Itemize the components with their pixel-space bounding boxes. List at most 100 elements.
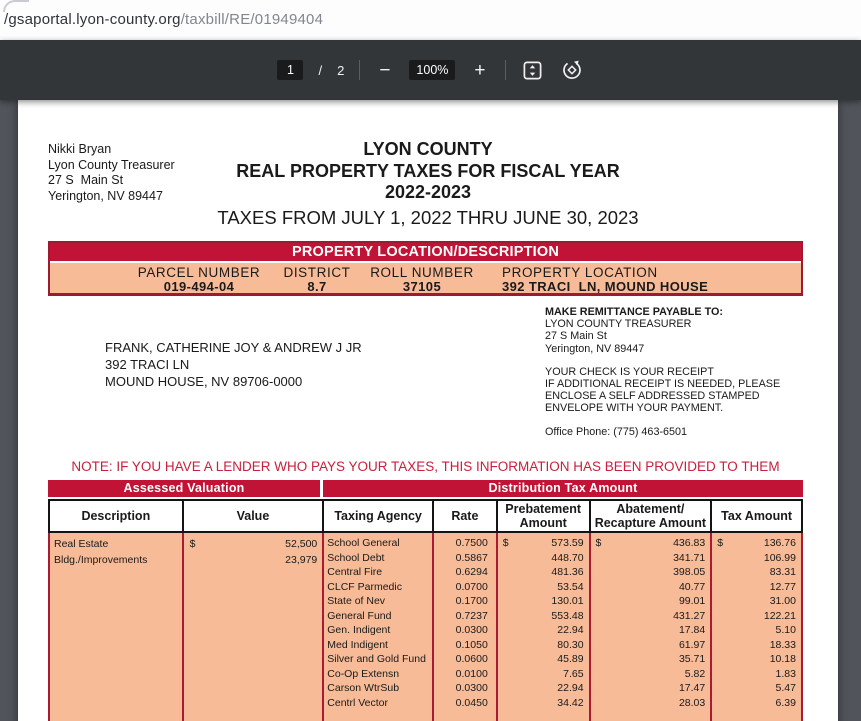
agency-name: Silver and Gold Fund [327, 653, 426, 665]
url-path: /taxbill/RE/01949404 [180, 11, 324, 28]
abatement-amount: 431.27 [673, 609, 706, 622]
value-column: $52,500 23,979 [183, 533, 325, 721]
tax-rate: 0.7500 [455, 537, 488, 549]
receipt-note-line: ENCLOSE A SELF ADDRESSED STAMPED [545, 390, 760, 403]
treasurer-address-block: Nikki Bryan Lyon County Treasurer 27 S M… [48, 142, 175, 204]
abatement-amount: 99.01 [678, 595, 706, 607]
receipt-note-line: IF ADDITIONAL RECEIPT IS NEEDED, PLEASE [545, 378, 781, 391]
page-number-input[interactable]: 1 [277, 60, 304, 80]
tax-amount: 5.10 [775, 624, 796, 636]
section-distribution-tax-amount: Distribution Tax Amount [323, 480, 803, 497]
treasurer-name: Nikki Bryan [48, 142, 112, 156]
owner-name: FRANK, CATHERINE JOY & ANDREW J JR [105, 340, 362, 355]
tax-amount: 18.33 [769, 638, 796, 651]
owner-address-block: FRANK, CATHERINE JOY & ANDREW J JR 392 T… [105, 339, 362, 390]
agency-name: Gen. Indigent [327, 624, 391, 636]
col-header-taxing-agency: Taxing Agency [324, 499, 434, 533]
district-value: 8.7 [307, 279, 327, 294]
title-fiscal-year: 2022-2023 [384, 182, 472, 202]
agency-name: State of Nev [327, 595, 386, 607]
agency-name: Co-Op Extensn [327, 667, 400, 680]
agency-name: CLCF Parmedic [327, 580, 402, 593]
rotate-counterclockwise-icon[interactable] [560, 58, 584, 82]
tax-amount: 12.77 [769, 580, 796, 593]
page-separator: / [318, 62, 323, 78]
prebatement-amount: 80.30 [557, 638, 584, 651]
prebatement-amount-column: $573.59 448.70 481.36 53.54 130.01 553.4… [497, 533, 591, 721]
abatement-amount: 17.47 [678, 682, 706, 694]
roll-number-label: ROLL NUMBER [370, 265, 474, 280]
tax-rate: 0.1700 [455, 595, 488, 607]
currency-sign: $ [189, 538, 196, 550]
tax-rate: 0.0100 [455, 667, 488, 680]
prebatement-amount: 34.42 [557, 696, 584, 709]
tax-amount: 10.18 [769, 653, 796, 665]
roll-number-value: 37105 [402, 279, 442, 294]
title-county: LYON COUNTY [363, 139, 493, 159]
col-header-rate: Rate [433, 499, 498, 533]
zoom-out-button[interactable]: − [375, 61, 394, 80]
section-assessed-valuation: Assessed Valuation [48, 480, 320, 497]
col-header-tax-amount: Tax Amount [712, 499, 803, 533]
property-location-banner: PROPERTY LOCATION/DESCRIPTION PARCEL NUM… [48, 241, 803, 296]
abatement-amount: 5.82 [684, 667, 706, 680]
tax-rate: 0.0600 [455, 653, 488, 665]
agency-name: School General [327, 537, 400, 549]
abatement-amount: $436.83 [595, 537, 706, 549]
tax-amount: 6.39 [775, 696, 796, 709]
owner-street: 392 TRACI LN [105, 357, 190, 372]
abatement-amount: 17.84 [678, 624, 706, 636]
tax-amount: 1.83 [775, 667, 796, 680]
col-header-prebatement: Prebatement Amount [497, 499, 591, 533]
tax-rate: 0.1050 [455, 638, 488, 651]
agency-name: Carson WtrSub [327, 682, 400, 694]
tax-amount-column: $136.76 106.99 83.31 12.77 31.00 122.21 … [712, 533, 803, 721]
assessed-value-row: $52,500 [184, 536, 323, 552]
abatement-amount: 40.77 [678, 580, 706, 593]
description-column: Real Estate Bldg./Improvements [50, 533, 184, 721]
prebatement-amount: 448.70 [551, 551, 584, 564]
zoom-in-button[interactable]: + [470, 61, 489, 80]
prebatement-amount: 481.36 [551, 566, 584, 578]
address-bar[interactable]: /gsaportal.lyon-county.org/taxbill/RE/01… [0, 0, 861, 40]
fit-to-page-icon[interactable] [521, 58, 545, 82]
title-line: REAL PROPERTY TAXES FOR FISCAL YEAR [236, 160, 620, 181]
toolbar-divider [504, 60, 506, 80]
parcel-number-label: PARCEL NUMBER [137, 265, 261, 280]
assessed-description: Bldg./Improvements [54, 554, 148, 566]
district-label: DISTRICT [283, 265, 351, 280]
col-header-abatement: Abatement/Recapture Amount [590, 499, 713, 533]
pdf-viewport[interactable]: Nikki Bryan Lyon County Treasurer 27 S M… [0, 100, 861, 721]
assessed-description: Real Estate [54, 538, 109, 550]
tax-rate: 0.0300 [455, 624, 488, 636]
prebatement-amount: 45.89 [557, 653, 584, 665]
tax-amount: 31.00 [769, 595, 796, 607]
tax-table: Assessed Valuation Distribution Tax Amou… [48, 480, 803, 721]
document-title-block: LYON COUNTY REAL PROPERTY TAXES FOR FISC… [18, 139, 838, 229]
parcel-number-value: 019-494-04 [163, 279, 235, 294]
zoom-level-display[interactable]: 100% [409, 60, 456, 80]
url-text[interactable]: /gsaportal.lyon-county.org/taxbill/RE/01… [4, 11, 323, 28]
property-location-label: PROPERTY LOCATION [502, 265, 658, 280]
agency-name: Med Indigent [327, 638, 388, 651]
agency-name: School Debt [327, 551, 385, 564]
treasurer-street: 27 S Main St [48, 173, 124, 187]
agency-name: Centrl Vector [327, 696, 388, 709]
prebatement-amount: 7.65 [563, 667, 584, 680]
pdf-toolbar: 1 / 2 − 100% + [0, 40, 861, 100]
table-section-headers: Assessed Valuation Distribution Tax Amou… [48, 480, 803, 497]
tax-amount: 5.47 [775, 682, 796, 694]
abatement-recapture-column: $436.83 341.71 398.05 40.77 99.01 431.27… [590, 533, 713, 721]
taxing-agency-column: School General School Debt Central Fire … [324, 533, 434, 721]
remittance-payee: LYON COUNTY TREASURER [545, 318, 692, 331]
lender-note: NOTE: IF YOU HAVE A LENDER WHO PAYS YOUR… [71, 459, 780, 474]
treasurer-city: Yerington, NV 89447 [48, 188, 163, 203]
tax-amount: 83.31 [769, 566, 796, 578]
tax-amount: 106.99 [763, 551, 796, 564]
table-column-headers: Description Value Taxing Agency Rate Pre… [48, 499, 803, 533]
col-header-description: Description [50, 499, 184, 533]
abatement-amount: 398.05 [673, 566, 706, 578]
title-date-range: TAXES FROM JULY 1, 2022 THRU JUNE 30, 20… [217, 206, 639, 228]
office-phone: Office Phone: (775) 463-6501 [545, 425, 688, 438]
